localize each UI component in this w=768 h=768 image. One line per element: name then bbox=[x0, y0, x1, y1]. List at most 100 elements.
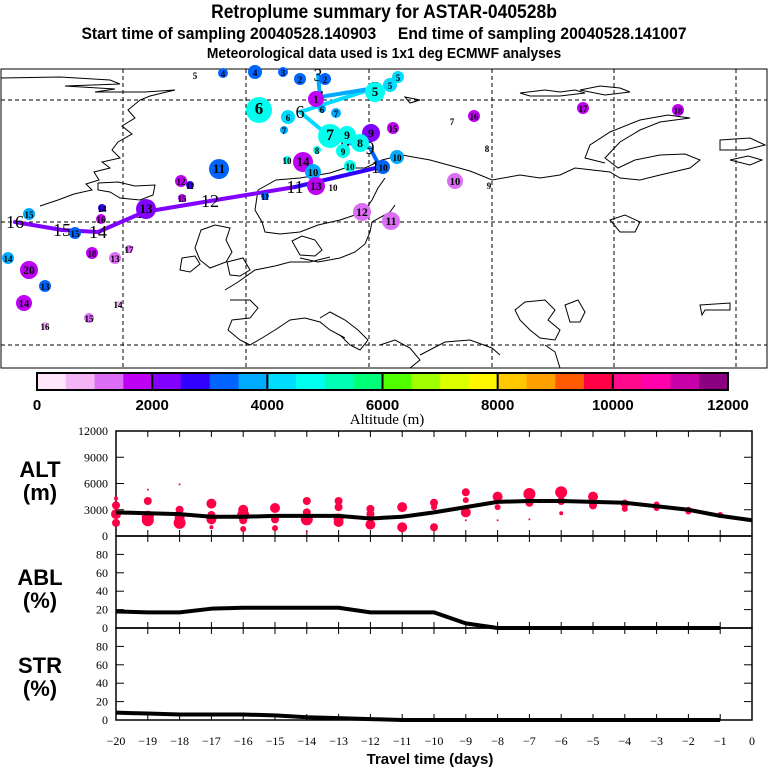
cluster-marker bbox=[23, 208, 35, 220]
y-tick-label: 0 bbox=[102, 621, 108, 635]
cluster-day-label: 11 bbox=[385, 215, 396, 228]
cluster-marker bbox=[672, 104, 684, 116]
cluster-marker bbox=[450, 119, 454, 123]
cluster-day-label: 16 bbox=[97, 215, 107, 225]
x-tick-label: −18 bbox=[170, 734, 189, 748]
cluster-marker bbox=[246, 97, 272, 123]
x-tick-label: −12 bbox=[361, 734, 380, 748]
altitude-scatter-point bbox=[496, 519, 499, 522]
map-panel: 161514131211109876543 544322555166767799… bbox=[0, 65, 768, 369]
cluster-marker bbox=[353, 203, 371, 221]
cluster-day-label: 6 bbox=[255, 99, 263, 118]
chart-panel-1: 0 20 40 60 80 bbox=[96, 535, 753, 635]
cluster-day-label: 7 bbox=[282, 126, 287, 136]
altitude-scatter-point bbox=[112, 501, 120, 510]
cluster-day-label: 10 bbox=[283, 156, 293, 166]
cluster-marker bbox=[261, 192, 269, 200]
str-panel: STR (%) bbox=[18, 653, 62, 701]
abl-panel-label: ABL bbox=[17, 565, 62, 590]
altitude-scatter-point bbox=[461, 488, 470, 497]
abl-panel-unit: (%) bbox=[23, 588, 57, 613]
colorbar-tick-label: 4000 bbox=[251, 397, 284, 414]
y-tick-label: 80 bbox=[96, 639, 108, 653]
altitude-scatter-point bbox=[431, 504, 437, 511]
altitude-scatter-point bbox=[365, 519, 376, 530]
cluster-marker bbox=[307, 177, 325, 195]
path-day-label: 15 bbox=[53, 220, 71, 240]
cluster-marker bbox=[109, 252, 121, 264]
cluster-day-label: 1 bbox=[313, 95, 318, 106]
cluster-marker bbox=[351, 134, 369, 152]
str-panel-unit: (%) bbox=[23, 676, 57, 701]
cluster-day-label: 8 bbox=[485, 144, 490, 154]
alt-panel-unit: (m) bbox=[23, 480, 57, 505]
altitude-scatter-point bbox=[112, 518, 120, 527]
altitude-scatter-point bbox=[334, 503, 343, 512]
plume-path-segment bbox=[208, 185, 297, 203]
altitude-scatter-point bbox=[334, 497, 343, 505]
colorbar-swatch bbox=[468, 373, 499, 390]
cluster-marker bbox=[20, 261, 38, 279]
cluster-day-label: 13 bbox=[140, 201, 154, 216]
cluster-marker bbox=[338, 126, 356, 144]
cluster-marker bbox=[283, 156, 291, 164]
cluster-day-label: 10 bbox=[378, 163, 388, 173]
cluster-marker bbox=[331, 108, 341, 118]
cluster-day-label: 5 bbox=[388, 81, 393, 91]
cluster-marker bbox=[39, 280, 51, 292]
x-tick-label: −13 bbox=[329, 734, 348, 748]
cluster-day-label: 18 bbox=[674, 106, 684, 116]
cluster-day-label: 13 bbox=[111, 254, 121, 264]
cluster-day-label: 6 bbox=[286, 113, 291, 123]
altitude-scatter-point bbox=[206, 498, 217, 509]
cluster-marker bbox=[383, 78, 397, 92]
cluster-marker bbox=[487, 183, 491, 187]
path-day-label: 11 bbox=[286, 177, 303, 197]
y-tick-label: 60 bbox=[96, 658, 108, 672]
y-tick-label: 3000 bbox=[84, 503, 108, 517]
page-title: Retroplume summary for ASTAR-040528b bbox=[211, 2, 557, 23]
cluster-marker bbox=[136, 199, 156, 219]
cluster-day-label: 13 bbox=[41, 282, 51, 292]
series-line bbox=[115, 605, 721, 630]
cluster-day-label: 7 bbox=[450, 117, 455, 127]
colorbar-swatch bbox=[209, 373, 240, 390]
altitude-scatter-point bbox=[114, 496, 118, 501]
cluster-marker bbox=[98, 204, 106, 212]
abl-panel: ABL (%) bbox=[17, 565, 62, 613]
cluster-marker bbox=[209, 159, 229, 179]
y-tick-label: 20 bbox=[96, 603, 108, 617]
altitude-scatter-point bbox=[528, 518, 531, 521]
cluster-marker bbox=[96, 214, 106, 224]
altitude-scatter-point bbox=[141, 514, 154, 527]
cluster-marker bbox=[365, 82, 385, 102]
cluster-day-label: 15 bbox=[25, 210, 35, 220]
x-tick-label: −14 bbox=[297, 734, 316, 748]
x-tick-label: −1 bbox=[714, 734, 727, 748]
y-tick-label: 9000 bbox=[84, 450, 108, 464]
altitude-scatter-point bbox=[430, 498, 438, 507]
cluster-day-label: 11 bbox=[213, 161, 225, 176]
cluster-marker bbox=[313, 146, 321, 154]
cluster-marker bbox=[392, 71, 404, 83]
cluster-marker bbox=[319, 73, 331, 85]
colorbar-swatch bbox=[382, 373, 412, 390]
cluster-marker bbox=[344, 160, 356, 172]
y-tick-label: 40 bbox=[96, 676, 108, 690]
cluster-day-label: 5 bbox=[372, 84, 379, 99]
cluster-day-label: 11 bbox=[261, 192, 270, 202]
cluster-day-label: 3 bbox=[281, 68, 286, 78]
colorbar-title: Altitude (m) bbox=[350, 412, 425, 428]
cluster-day-label: 12 bbox=[356, 206, 368, 219]
colorbar-swatch bbox=[267, 373, 297, 390]
x-tick-label: −5 bbox=[587, 734, 600, 748]
y-tick-label: 80 bbox=[96, 547, 108, 561]
x-tick-label: −17 bbox=[202, 734, 221, 748]
cluster-day-label: 11 bbox=[186, 181, 195, 191]
time-series-charts: 030006000900012000020406080020406080−20−… bbox=[78, 424, 755, 748]
altitude-scatter-point bbox=[270, 503, 280, 513]
cluster-marker bbox=[318, 105, 326, 113]
cluster-day-label: 13 bbox=[310, 180, 322, 193]
colorbar-swatch bbox=[670, 373, 700, 390]
